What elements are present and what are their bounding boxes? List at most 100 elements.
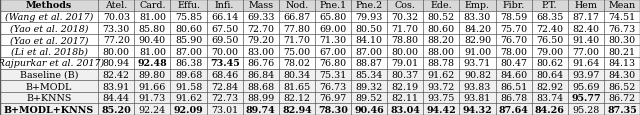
Text: 75.31: 75.31 (319, 70, 347, 79)
Text: 82.40: 82.40 (572, 24, 599, 33)
Text: 83.30: 83.30 (464, 13, 491, 22)
Text: 86.78: 86.78 (500, 93, 527, 102)
Text: 76.97: 76.97 (319, 93, 347, 102)
Text: 76.73: 76.73 (319, 82, 347, 91)
Text: 90.46: 90.46 (355, 105, 384, 114)
Text: 91.64: 91.64 (572, 59, 600, 68)
Text: 66.14: 66.14 (211, 13, 238, 22)
Text: 84.26: 84.26 (535, 105, 564, 114)
Text: 87.35: 87.35 (607, 105, 637, 114)
Text: 80.60: 80.60 (428, 24, 455, 33)
Text: 79.20: 79.20 (247, 36, 275, 45)
Text: 84.13: 84.13 (609, 59, 636, 68)
Text: 83.74: 83.74 (536, 93, 563, 102)
Text: 87.00: 87.00 (175, 47, 202, 56)
Text: 88.78: 88.78 (428, 59, 455, 68)
Text: 89.68: 89.68 (175, 70, 202, 79)
Text: 75.85: 75.85 (175, 13, 202, 22)
Text: 88.68: 88.68 (247, 82, 275, 91)
Text: 92.48: 92.48 (138, 59, 167, 68)
Text: 85.80: 85.80 (139, 24, 166, 33)
Text: (Rajpurkar et al. 2017): (Rajpurkar et al. 2017) (0, 59, 104, 68)
Text: 80.62: 80.62 (536, 59, 563, 68)
Text: 75.00: 75.00 (284, 47, 310, 56)
Text: 80.64: 80.64 (536, 70, 563, 79)
Text: 91.00: 91.00 (464, 47, 491, 56)
Text: 91.58: 91.58 (175, 82, 202, 91)
Text: 80.37: 80.37 (392, 70, 419, 79)
Text: 86.52: 86.52 (608, 82, 636, 91)
Text: 78.59: 78.59 (500, 13, 527, 22)
Text: 88.87: 88.87 (356, 59, 383, 68)
Text: 77.20: 77.20 (103, 36, 130, 45)
Text: 79.00: 79.00 (536, 47, 563, 56)
Text: 76.70: 76.70 (500, 36, 527, 45)
Text: 77.00: 77.00 (572, 47, 599, 56)
Text: 88.20: 88.20 (428, 36, 455, 45)
Text: 93.97: 93.97 (572, 70, 600, 79)
Text: 72.70: 72.70 (247, 24, 275, 33)
Text: 80.00: 80.00 (103, 47, 130, 56)
Text: 84.10: 84.10 (356, 36, 383, 45)
Bar (0, 0, 640, 12)
Text: 82.90: 82.90 (464, 36, 491, 45)
Text: Mean: Mean (609, 1, 636, 10)
Text: 71.70: 71.70 (392, 24, 419, 33)
Text: 66.87: 66.87 (284, 13, 310, 22)
Text: 93.83: 93.83 (464, 82, 491, 91)
Text: 80.30: 80.30 (609, 36, 636, 45)
Text: P.T.: P.T. (542, 1, 557, 10)
Text: 94.42: 94.42 (426, 105, 456, 114)
Text: 82.12: 82.12 (284, 93, 310, 102)
Text: 87.00: 87.00 (356, 47, 383, 56)
Text: Infi.: Infi. (215, 1, 234, 10)
Text: 71.70: 71.70 (284, 36, 310, 45)
Text: 74.51: 74.51 (609, 13, 636, 22)
Text: 93.71: 93.71 (464, 59, 491, 68)
Text: 91.62: 91.62 (175, 93, 202, 102)
Text: 89.52: 89.52 (355, 93, 383, 102)
Text: 75.70: 75.70 (500, 24, 527, 33)
Text: B+KNNS: B+KNNS (26, 93, 72, 102)
Text: 68.35: 68.35 (536, 13, 563, 22)
Text: Pne.2: Pne.2 (356, 1, 383, 10)
Text: 82.19: 82.19 (392, 82, 419, 91)
Text: Ede.: Ede. (431, 1, 452, 10)
Text: Nod.: Nod. (285, 1, 308, 10)
Text: 80.47: 80.47 (500, 59, 527, 68)
Text: 80.34: 80.34 (284, 70, 310, 79)
Text: 78.02: 78.02 (284, 59, 310, 68)
Text: 73.45: 73.45 (210, 59, 239, 68)
Text: 72.84: 72.84 (211, 82, 238, 91)
Text: 85.90: 85.90 (175, 36, 202, 45)
Text: 82.92: 82.92 (536, 82, 563, 91)
Text: (Li et al. 2018b): (Li et al. 2018b) (11, 47, 88, 56)
Text: Cos.: Cos. (395, 1, 416, 10)
Text: Emp.: Emp. (465, 1, 490, 10)
Text: Pne.1: Pne.1 (319, 1, 347, 10)
Text: 91.73: 91.73 (139, 93, 166, 102)
Text: 92.09: 92.09 (173, 105, 204, 114)
Text: 73.30: 73.30 (102, 24, 130, 33)
Text: 88.99: 88.99 (247, 93, 275, 102)
Text: 80.94: 80.94 (103, 59, 130, 68)
Text: 79.93: 79.93 (355, 13, 383, 22)
Text: 70.03: 70.03 (103, 13, 130, 22)
Text: 93.72: 93.72 (428, 82, 455, 91)
Text: 72.40: 72.40 (536, 24, 563, 33)
Text: 69.33: 69.33 (247, 13, 275, 22)
Text: 81.65: 81.65 (284, 82, 310, 91)
Text: 91.66: 91.66 (139, 82, 166, 91)
Text: 72.73: 72.73 (211, 93, 238, 102)
Text: 69.00: 69.00 (319, 24, 347, 33)
Text: 84.60: 84.60 (500, 70, 527, 79)
Text: 87.17: 87.17 (572, 13, 599, 22)
Text: 76.80: 76.80 (319, 59, 347, 68)
Text: 89.32: 89.32 (355, 82, 383, 91)
Text: 80.52: 80.52 (428, 13, 455, 22)
Text: 95.69: 95.69 (572, 82, 600, 91)
Text: 83.00: 83.00 (247, 47, 275, 56)
Text: 69.50: 69.50 (211, 36, 238, 45)
Text: 80.00: 80.00 (392, 47, 419, 56)
Text: 81.00: 81.00 (139, 47, 166, 56)
